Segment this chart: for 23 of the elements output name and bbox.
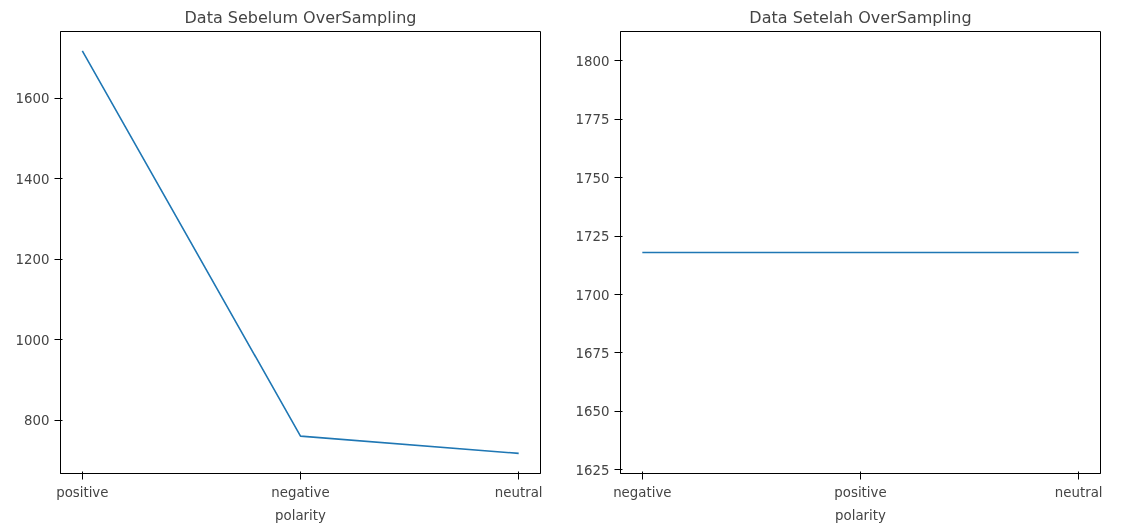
y-tick-label: 1200 — [15, 252, 50, 268]
y-tick-label: 1800 — [575, 53, 610, 69]
y-tick-label: 1650 — [575, 404, 610, 420]
y-tick-label: 1600 — [15, 91, 50, 107]
y-tick-label: 1400 — [15, 171, 50, 187]
x-axis-title: polarity — [835, 507, 886, 523]
y-tick-label: 1750 — [575, 170, 610, 186]
x-tick-label: negative — [271, 484, 330, 500]
x-tick-label: neutral — [494, 484, 543, 500]
y-tick-label: 1675 — [575, 345, 610, 361]
x-tick-label: positive — [56, 484, 109, 500]
x-tick-label: negative — [613, 484, 672, 500]
y-tick-label: 1700 — [575, 287, 610, 303]
y-tick-label: 1625 — [575, 462, 610, 478]
x-axis-title: polarity — [275, 507, 326, 523]
y-tick-label: 1775 — [575, 112, 610, 128]
y-tick-label: 800 — [24, 413, 50, 429]
chart-title: Data Setelah OverSampling — [749, 7, 972, 27]
x-tick-label: neutral — [1054, 484, 1103, 500]
x-tick-label: positive — [834, 484, 887, 500]
chart-title: Data Sebelum OverSampling — [184, 7, 417, 27]
y-tick-label: 1000 — [15, 332, 50, 348]
y-tick-label: 1725 — [575, 229, 610, 245]
